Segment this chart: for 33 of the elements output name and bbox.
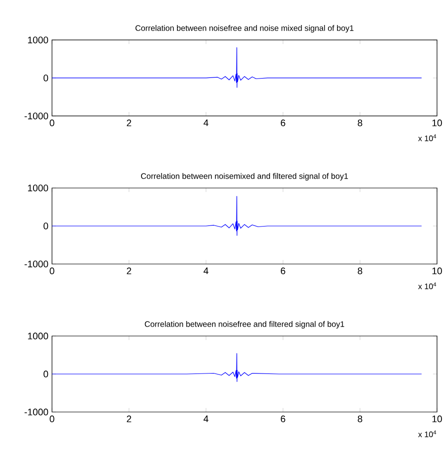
x-tick-label: 0 (50, 268, 54, 274)
x-tick-label: 0 (50, 120, 54, 126)
y-tick-label: -1000 (24, 260, 48, 268)
x-tick-label: 8 (358, 268, 362, 274)
x-tick-label: 4 (204, 120, 209, 126)
y-tick-label: 1000 (28, 36, 48, 44)
x-tick-label: 4 (204, 268, 209, 274)
x-tick-label: 10 (432, 416, 442, 422)
y-tick-label: -1000 (24, 408, 48, 416)
chart-title: Correlation between noisemixed and filtered signal of boy1 (141, 173, 348, 180)
text: x 10$^{4}$ (418, 134, 436, 142)
x-tick-label: 10 (432, 120, 442, 126)
chart-title: Correlation between noisefree and noise mixed signal of boy1 (136, 25, 354, 32)
x-tick-label: 6 (281, 120, 286, 126)
chart-title: Correlation between noisefree and filtered signal of boy1 (145, 321, 344, 328)
y-tick-label: 0 (44, 74, 48, 82)
x-tick-label: 8 (358, 120, 362, 126)
y-tick-label: 0 (44, 370, 48, 378)
x-tick-label: 10 (432, 268, 442, 274)
x-tick-label: 2 (127, 120, 132, 126)
y-tick-label: 1000 (28, 332, 48, 340)
y-tick-label: 1000 (28, 184, 48, 192)
y-tick-label: 0 (44, 222, 48, 230)
x-tick-label: 0 (50, 416, 54, 422)
text: x 10$^{4}$ (418, 282, 436, 290)
y-tick-label: -1000 (24, 112, 48, 120)
text: x 10$^{4}$ (418, 430, 436, 438)
x-tick-label: 4 (204, 416, 209, 422)
x-tick-label: 6 (281, 268, 286, 274)
x-tick-label: 6 (281, 416, 286, 422)
x-tick-label: 2 (127, 416, 132, 422)
x-tick-label: 2 (127, 268, 132, 274)
x-tick-label: 8 (358, 416, 362, 422)
